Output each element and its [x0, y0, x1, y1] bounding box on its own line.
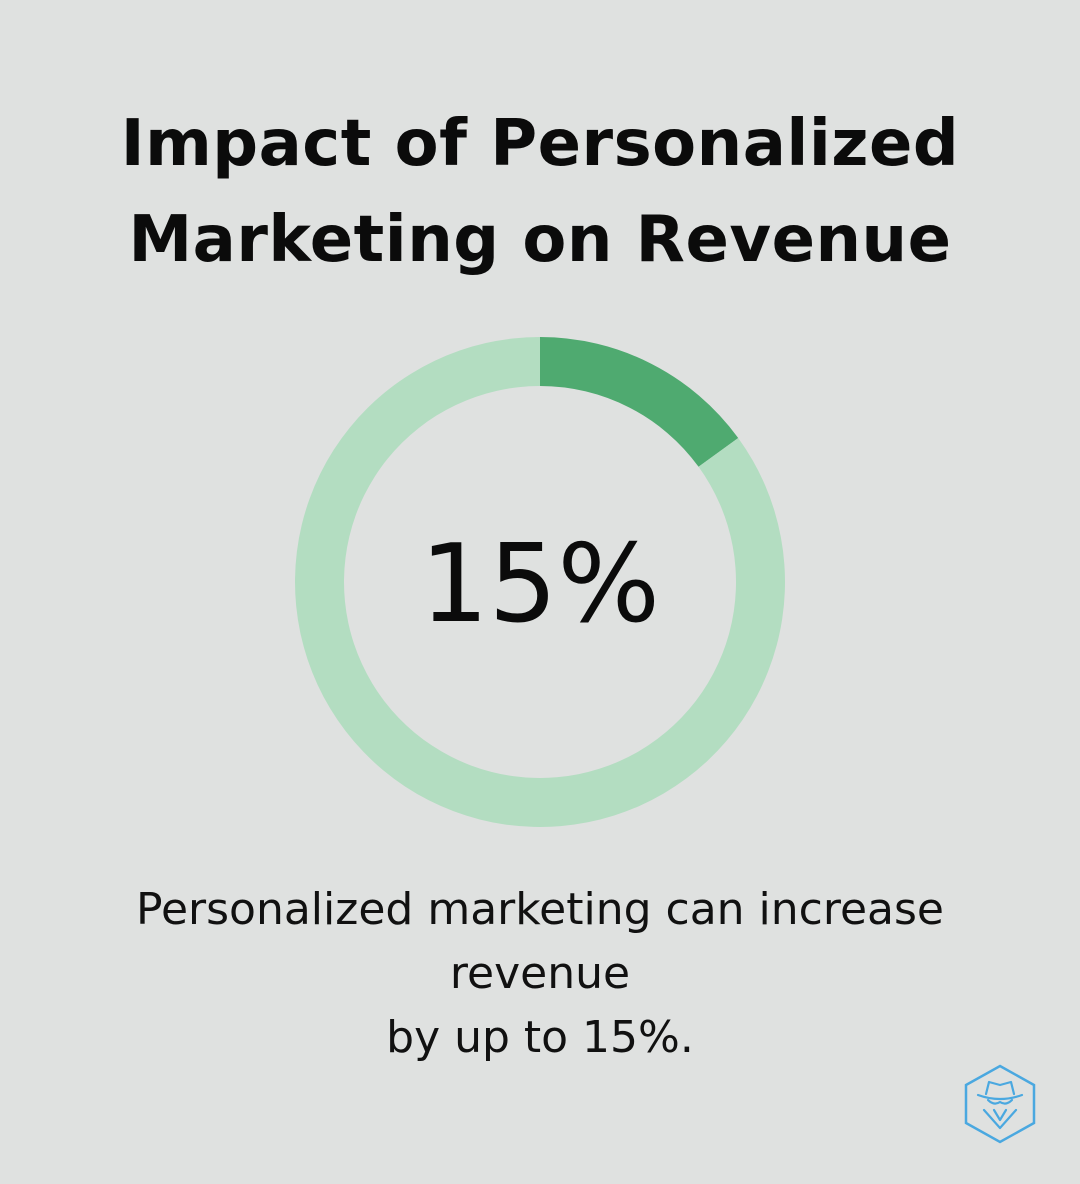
chart-title-line-1: Impact of Personalized [120, 107, 960, 181]
chart-title-line-2: Marketing on Revenue [128, 203, 952, 277]
chart-title: Impact of Personalized Marketing on Reve… [0, 96, 1080, 288]
donut-slice-value [540, 337, 739, 467]
donut-slices [295, 337, 785, 827]
caption-line-2: by up to 15%. [386, 1012, 694, 1063]
caption-line-1: Personalized marketing can increase reve… [135, 884, 944, 999]
donut-center-value: 15% [420, 522, 660, 647]
donut-chart: 15% [295, 337, 785, 827]
brand-logo [964, 1064, 1036, 1144]
donut-chart-svg: 15% [295, 337, 785, 827]
spy-hat-hexagon-icon [964, 1064, 1036, 1144]
chart-caption: Personalized marketing can increase reve… [40, 878, 1040, 1070]
